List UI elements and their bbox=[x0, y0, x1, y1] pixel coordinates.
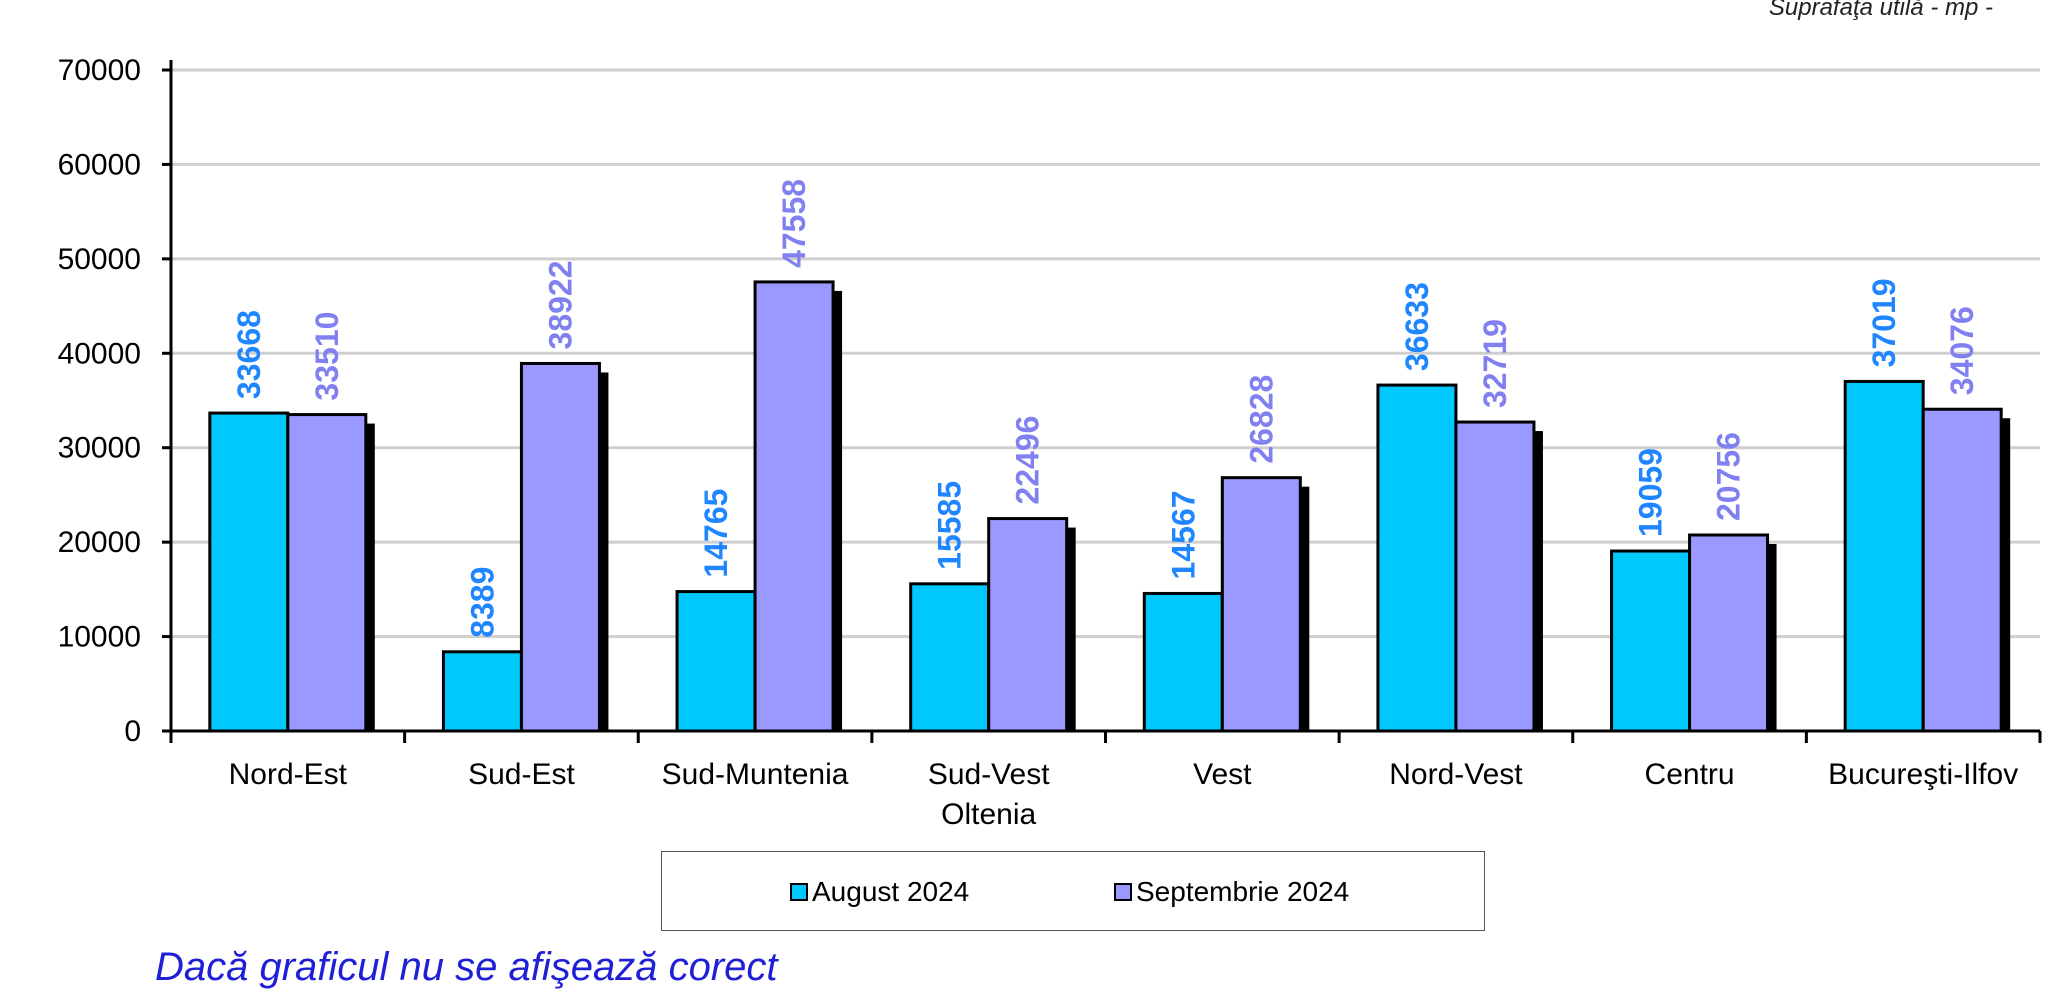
data-label: 34076 bbox=[1944, 306, 1980, 395]
y-tick-label: 60000 bbox=[58, 148, 141, 181]
bar bbox=[1610, 549, 1692, 733]
bar bbox=[987, 517, 1069, 733]
x-tick-label: Nord-Vest bbox=[1389, 758, 1523, 791]
data-label: 20756 bbox=[1711, 432, 1747, 521]
legend-item-septembrie: Septembrie 2024 bbox=[1114, 876, 1349, 908]
legend: August 2024 Septembrie 2024 bbox=[661, 851, 1485, 931]
x-tick-label: Sud-Muntenia bbox=[662, 758, 849, 791]
bar bbox=[1220, 476, 1302, 733]
data-label: 26828 bbox=[1243, 375, 1279, 464]
bar-shadow bbox=[2001, 418, 2011, 731]
bar bbox=[1142, 591, 1224, 733]
data-label: 14765 bbox=[698, 489, 734, 578]
bar-shadow bbox=[1300, 486, 1310, 731]
data-label: 15585 bbox=[932, 481, 968, 570]
data-label: 14567 bbox=[1165, 490, 1201, 579]
bar bbox=[1454, 420, 1536, 733]
data-label: 36633 bbox=[1399, 282, 1435, 371]
y-tick-label: 70000 bbox=[58, 54, 141, 87]
bar bbox=[1921, 407, 2003, 733]
bar bbox=[675, 590, 757, 733]
legend-label-august: August 2024 bbox=[812, 876, 970, 907]
bar bbox=[519, 361, 601, 733]
y-tick-label: 10000 bbox=[58, 621, 141, 654]
y-tick-label: 30000 bbox=[58, 432, 141, 465]
bar-shadow bbox=[1533, 431, 1543, 731]
bar-shadow bbox=[599, 372, 609, 731]
data-label: 33668 bbox=[231, 310, 267, 399]
bar-shadow bbox=[1066, 527, 1076, 731]
y-tick-label: 50000 bbox=[58, 243, 141, 276]
legend-swatch-septembrie bbox=[1114, 883, 1132, 901]
bar bbox=[441, 650, 523, 733]
chart-unit-note: Suprafaţa utilă - mp - bbox=[1768, 0, 1993, 21]
x-tick-label: Sud-Vest Oltenia bbox=[928, 758, 1050, 831]
legend-label-septembrie: Septembrie 2024 bbox=[1136, 876, 1350, 907]
bar bbox=[208, 411, 290, 733]
x-tick-label: Nord-Est bbox=[229, 758, 348, 791]
legend-swatch-august bbox=[790, 883, 808, 901]
y-tick-label: 20000 bbox=[58, 526, 141, 559]
legend-item-august: August 2024 bbox=[790, 876, 969, 908]
bar bbox=[1376, 383, 1458, 733]
x-tick-label: Sud-Est bbox=[468, 758, 575, 791]
bar-shadow bbox=[365, 423, 375, 731]
axes: 0 10000 20000 30000 40000 50000 60000 70000 Nord… bbox=[58, 54, 2042, 831]
data-label: 38922 bbox=[542, 260, 578, 349]
bars bbox=[208, 280, 2011, 733]
bar bbox=[286, 413, 368, 733]
bar-chart: 0 10000 20000 30000 40000 50000 60000 70000 Nord… bbox=[58, 54, 2042, 831]
data-label: 47558 bbox=[776, 179, 812, 268]
bar-shadow bbox=[1767, 544, 1777, 731]
data-label: 19059 bbox=[1633, 448, 1669, 537]
bar bbox=[753, 280, 835, 733]
data-labels: 33668 8389 14765 15585 14567 36633 19059 37019 3… bbox=[231, 179, 1980, 638]
data-label: 8389 bbox=[464, 567, 500, 638]
data-label: 33510 bbox=[309, 312, 345, 401]
data-label: 22496 bbox=[1010, 416, 1046, 505]
bar bbox=[1843, 379, 1925, 733]
x-tick-label: Centru bbox=[1645, 758, 1735, 791]
bar bbox=[909, 582, 991, 733]
y-tick-label: 40000 bbox=[58, 337, 141, 370]
data-label: 37019 bbox=[1866, 278, 1902, 367]
bar-shadow bbox=[833, 290, 843, 731]
data-label: 32719 bbox=[1477, 319, 1513, 408]
bar bbox=[1688, 533, 1770, 733]
x-tick-label: Bucureşti-Ilfov bbox=[1828, 758, 2018, 791]
x-tick-label: Vest bbox=[1193, 758, 1252, 791]
footer-note: Dacă graficul nu se afişează corect bbox=[155, 945, 778, 989]
y-tick-label: 0 bbox=[124, 715, 141, 748]
